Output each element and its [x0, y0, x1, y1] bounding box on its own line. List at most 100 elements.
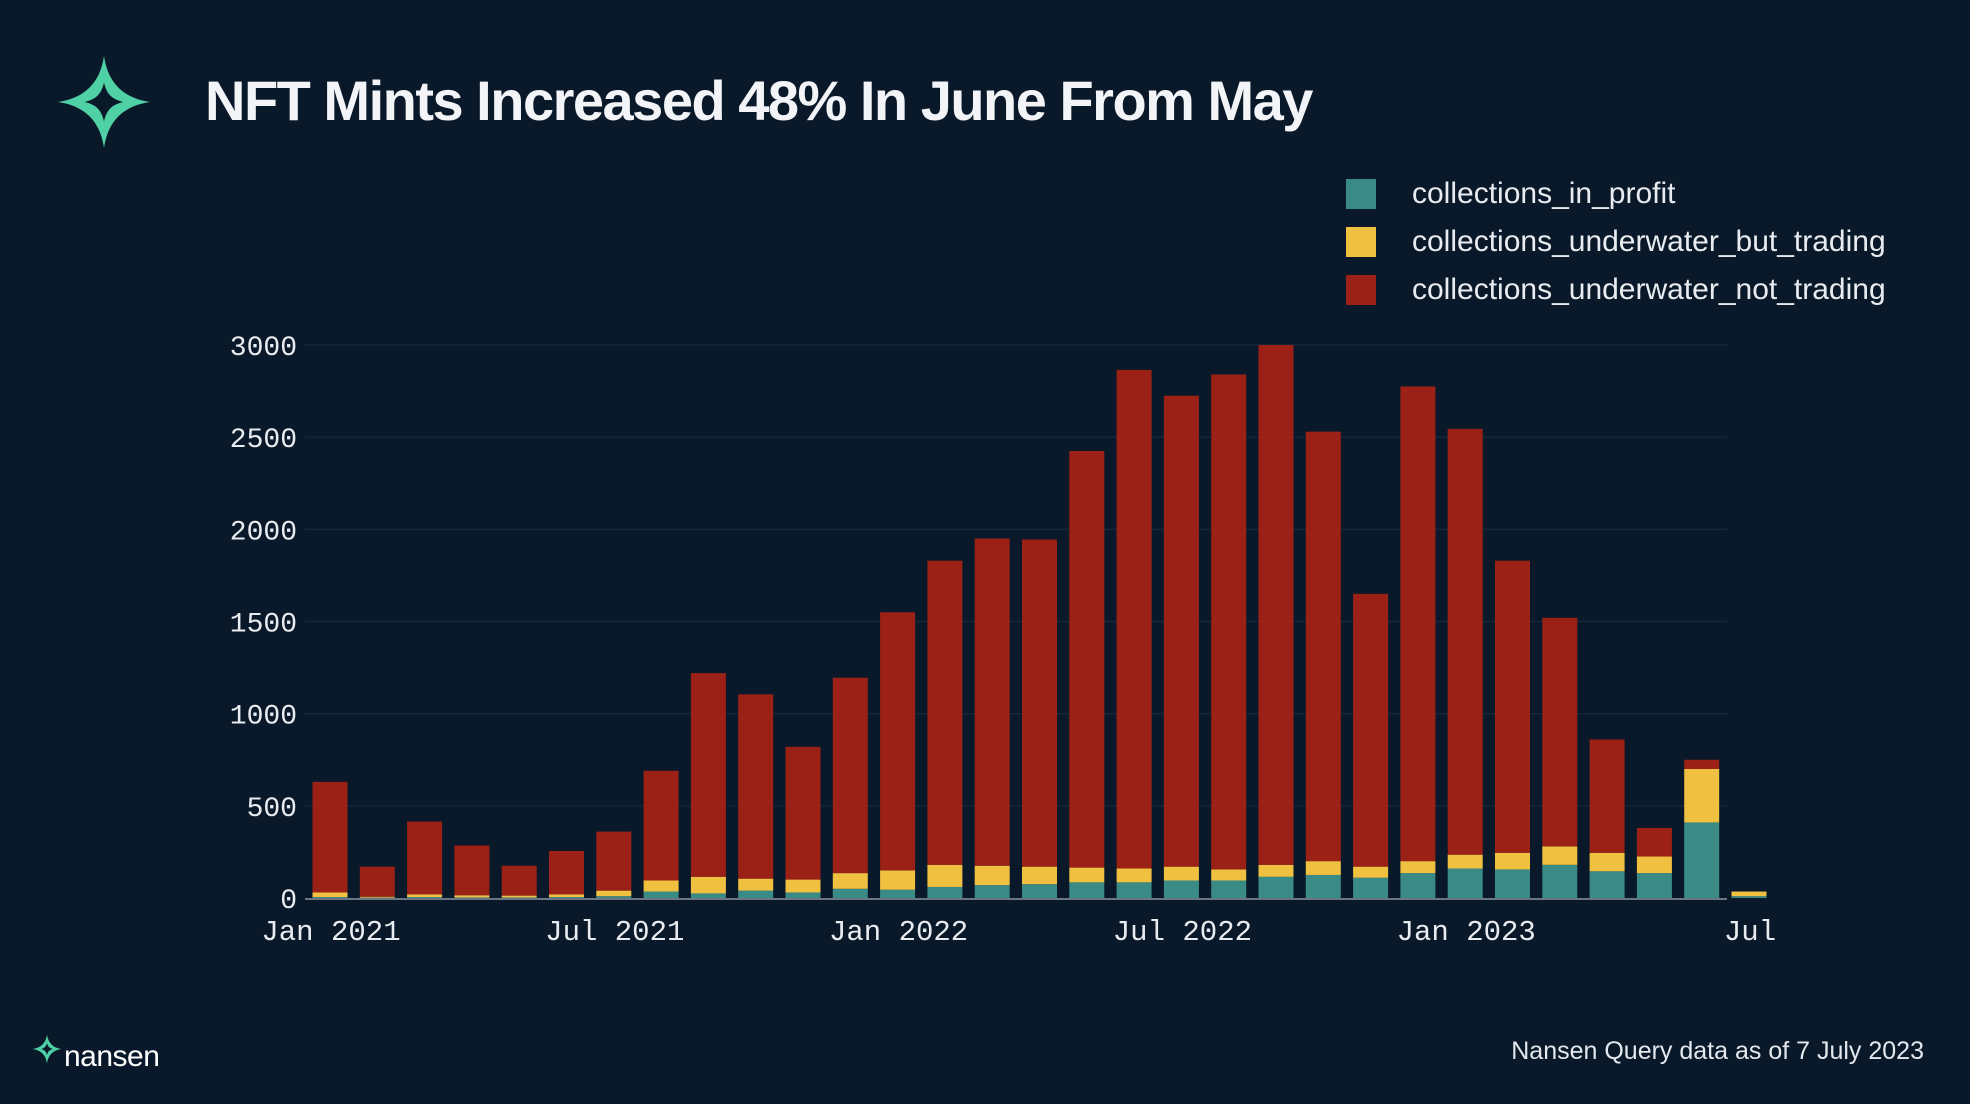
bar-segment-collections-underwater-but-trading — [1116, 868, 1152, 883]
bar-segment-collections-in-profit — [1022, 884, 1057, 898]
bar-segment-collections-underwater-but-trading — [1163, 866, 1199, 881]
bar-segment-collections-in-profit — [1305, 874, 1341, 898]
legend-swatch — [1346, 275, 1376, 305]
bar-segment-collections-in-profit — [1163, 880, 1199, 898]
bar-segment-collections-in-profit — [1258, 876, 1294, 898]
bar-segment-collections-in-profit — [927, 886, 963, 898]
bar-segment-collections-underwater-but-trading — [880, 870, 916, 890]
bar-segment-collections-underwater-but-trading — [1636, 856, 1672, 874]
bar-segment-collections-in-profit — [1542, 864, 1578, 898]
bar-segment-collections-underwater-not-trading — [832, 677, 868, 874]
bar-segment-collections-in-profit — [785, 892, 821, 898]
legend-item-underwater-but-trading: collections_underwater_but_trading — [1346, 218, 1886, 266]
bar-segment-collections-underwater-but-trading — [1731, 891, 1767, 897]
x-tick-label: Jul 2022 — [1113, 916, 1252, 949]
bar-segment-collections-in-profit — [1636, 873, 1672, 898]
bar-segment-collections-underwater-not-trading — [1684, 759, 1720, 769]
y-tick-label: 1500 — [230, 610, 297, 641]
bar-segment-collections-underwater-not-trading — [1542, 617, 1578, 847]
bar-segment-collections-underwater-not-trading — [1022, 539, 1057, 867]
bar-segment-collections-underwater-but-trading — [359, 896, 395, 898]
bar-segment-collections-underwater-not-trading — [1400, 386, 1436, 862]
y-tick-label: 500 — [247, 794, 297, 825]
bar-segment-collections-underwater-but-trading — [549, 894, 584, 898]
bar-segment-collections-underwater-not-trading — [1211, 374, 1247, 870]
legend-item-underwater-not-trading: collections_underwater_not_trading — [1346, 266, 1886, 314]
legend-label: collections_underwater_but_trading — [1412, 225, 1886, 258]
bar-segment-collections-underwater-not-trading — [312, 781, 348, 893]
bar-segment-collections-underwater-not-trading — [407, 821, 443, 895]
bar-segment-collections-underwater-not-trading — [927, 560, 963, 865]
bar-segment-collections-underwater-but-trading — [974, 865, 1010, 886]
bar-segment-collections-underwater-not-trading — [880, 612, 916, 871]
bar-segment-collections-underwater-but-trading — [785, 879, 821, 893]
bar-segment-collections-in-profit — [549, 897, 584, 898]
bar-segment-collections-in-profit — [1447, 868, 1483, 898]
bar-segment-collections-underwater-not-trading — [1589, 739, 1625, 853]
legend-swatch — [1346, 179, 1376, 209]
y-tick-label: 2000 — [230, 517, 297, 548]
bar-segment-collections-underwater-but-trading — [1684, 768, 1720, 823]
bar-segment-collections-in-profit — [643, 891, 679, 898]
source-note: Nansen Query data as of 7 July 2023 — [1511, 1037, 1924, 1065]
bar-segment-collections-underwater-not-trading — [501, 865, 537, 896]
bar-segment-collections-underwater-not-trading — [1447, 428, 1483, 855]
nansen-star-icon — [57, 55, 151, 149]
bar-segment-collections-underwater-but-trading — [1495, 852, 1530, 870]
bar-segment-collections-underwater-but-trading — [454, 895, 490, 898]
bar-segment-collections-underwater-but-trading — [690, 876, 726, 894]
bar-segment-collections-underwater-not-trading — [974, 538, 1010, 866]
bar-segment-collections-underwater-but-trading — [1400, 861, 1436, 874]
legend-label: collections_underwater_not_trading — [1412, 273, 1886, 306]
y-tick-label: 3000 — [230, 333, 297, 364]
bar-segment-collections-in-profit — [832, 888, 868, 898]
chart-legend: collections_in_profit collections_underw… — [1346, 170, 1886, 314]
bar-segment-collections-in-profit — [1400, 873, 1436, 898]
bar-segment-collections-underwater-not-trading — [596, 831, 632, 891]
bar-segment-collections-in-profit — [690, 893, 726, 898]
bar-segment-collections-underwater-not-trading — [1353, 593, 1389, 867]
bar-segment-collections-in-profit — [1069, 882, 1105, 898]
bar-segment-collections-in-profit — [1495, 869, 1530, 898]
bar-segment-collections-in-profit — [1684, 822, 1720, 898]
bar-segment-collections-underwater-but-trading — [1589, 852, 1625, 872]
nansen-star-icon — [32, 1034, 62, 1064]
y-tick-label: 2500 — [230, 425, 297, 456]
bar-segment-collections-underwater-but-trading — [1211, 869, 1247, 881]
brand-name: nansen — [64, 1040, 160, 1073]
bar-segment-collections-in-profit — [1211, 880, 1247, 898]
bar-segment-collections-in-profit — [454, 897, 490, 898]
bar-segment-collections-in-profit — [1731, 896, 1767, 898]
x-tick-label: Jan 2021 — [261, 916, 400, 949]
bar-segment-collections-underwater-but-trading — [1542, 846, 1578, 865]
bar-segment-collections-underwater-not-trading — [1069, 450, 1105, 868]
bar-segment-collections-underwater-but-trading — [643, 880, 679, 892]
y-tick-label: 0 — [280, 886, 297, 917]
bar-segment-collections-underwater-but-trading — [407, 894, 443, 898]
bar-segment-collections-in-profit — [596, 896, 632, 898]
bar-segment-collections-underwater-not-trading — [454, 845, 490, 896]
x-tick-label: Jul 2021 — [545, 916, 684, 949]
y-tick-label: 1000 — [230, 702, 297, 733]
bar-segment-collections-underwater-but-trading — [738, 878, 774, 891]
bar-segment-collections-in-profit — [1116, 882, 1152, 898]
bar-segment-collections-underwater-not-trading — [359, 866, 395, 897]
chart-title: NFT Mints Increased 48% In June From May — [205, 69, 1313, 132]
bar-segment-collections-in-profit — [312, 897, 348, 898]
bar-segment-collections-underwater-not-trading — [1636, 827, 1672, 857]
bar-segment-collections-in-profit — [1589, 871, 1625, 898]
bar-segment-collections-underwater-not-trading — [1258, 345, 1294, 865]
bar-segment-collections-in-profit — [501, 897, 537, 898]
bar-segment-collections-underwater-not-trading — [1163, 395, 1199, 867]
brand-logo: nansen — [32, 1034, 160, 1074]
bar-segment-collections-in-profit — [1353, 877, 1389, 898]
bar-segment-collections-underwater-but-trading — [1022, 866, 1057, 885]
x-tick-label: Jul — [1724, 916, 1776, 949]
bar-segment-collections-in-profit — [407, 897, 443, 898]
bar-segment-collections-underwater-not-trading — [549, 850, 584, 895]
bar-segment-collections-underwater-but-trading — [1305, 861, 1341, 875]
legend-label: collections_in_profit — [1412, 177, 1676, 210]
legend-swatch — [1346, 227, 1376, 257]
bar-segment-collections-underwater-but-trading — [596, 890, 632, 897]
bar-segment-collections-in-profit — [738, 890, 774, 898]
